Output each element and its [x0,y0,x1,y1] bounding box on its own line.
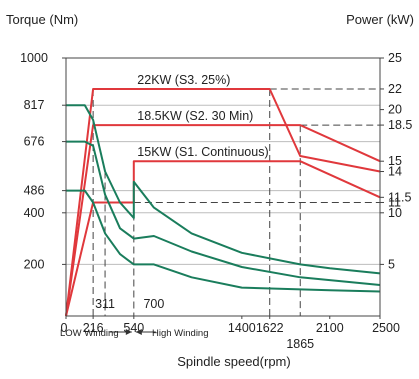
right-tick-label: 20 [388,103,402,117]
left-tick-label: 400 [24,206,45,220]
right-tick-label: 14 [388,165,402,179]
series-line-6 [66,189,381,293]
x-tick-label: 216 [83,321,104,335]
left-tick-label: 200 [24,257,45,271]
series-label-3: 15KW (S1. Continuous) [137,145,268,159]
right-tick-label: 18.5 [388,118,412,132]
left-tick-label: 1000 [20,51,48,65]
right-tick-label: 10 [388,206,402,220]
left-axis-title: Torque (Nm) [6,12,78,27]
right-tick-label: 11.5 [388,190,411,204]
series-line-5 [66,140,381,286]
x-tick-label: 311 [95,297,115,311]
x-tick-label: 1865 [286,337,314,351]
x-tick-label: 2500 [372,321,400,335]
series-line-4 [66,104,381,275]
right-tick-label: 11 [388,195,401,209]
right-tick-label: 25 [388,51,402,65]
x-tick-label: 700 [143,297,164,311]
right-axis-title: Power (kW) [346,12,414,27]
right-tick-label: 22 [388,82,402,96]
x-tick-label: 2100 [316,321,344,335]
left-tick-label: 817 [24,98,45,112]
x-tick-label: 1622 [256,321,284,335]
labels: Torque (Nm) Power (kW) Spindle speed(rpm… [6,12,414,369]
series-line-2 [65,124,381,317]
right-tick-label: 15 [388,154,402,168]
high-winding-arrowhead [135,329,142,335]
x-tick-label: 1400 [228,321,256,335]
left-tick-label: 676 [24,135,45,149]
right-tick-label: 5 [388,257,395,271]
series-line-1 [65,88,381,317]
series-line-3 [65,160,381,317]
x-tick-label: 0 [61,321,68,335]
low-winding-label: LOW Winding [60,328,119,339]
left-tick-label: 486 [24,184,45,198]
low-winding-arrowhead [125,329,132,335]
x-axis-title: Spindle speed(rpm) [177,354,290,369]
series-lines: 22KW (S3. 25%) 18.5KW (S2. 30 Min) 15KW (S… [65,73,381,317]
series-label-2: 18.5KW (S2. 30 Min) [137,109,253,123]
axes: 100081767648640020025222018.5151411.5111… [20,51,412,351]
high-winding-label: High Winding [152,328,209,339]
series-label-1: 22KW (S3. 25%) [137,73,230,87]
